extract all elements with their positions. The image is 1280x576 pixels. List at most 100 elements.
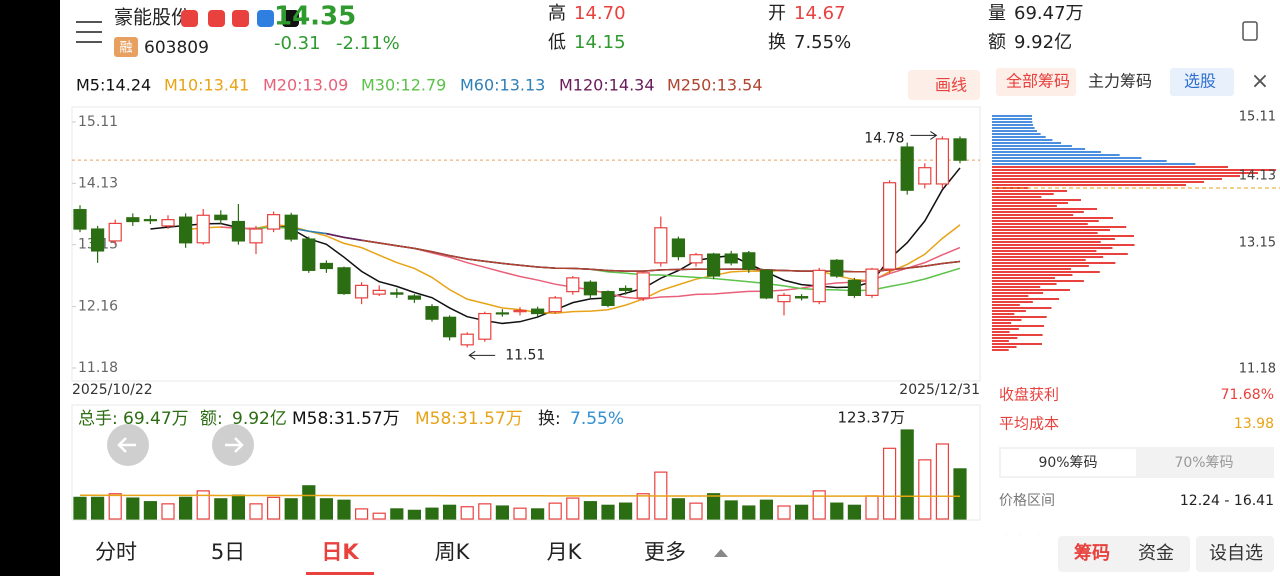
- back-icon[interactable]: [76, 21, 102, 43]
- chip-bar: [992, 214, 1074, 216]
- volume-legend-value: 7.55%: [570, 409, 624, 429]
- volume-max: 123.37万: [838, 409, 906, 427]
- chip-bar: [992, 289, 1070, 291]
- chip-row-value: 71.68%: [1221, 387, 1274, 403]
- tab-bg: [996, 68, 1076, 96]
- candle-body: [953, 138, 967, 161]
- btn-bg: [1058, 536, 1190, 572]
- chip-bar: [992, 223, 1088, 225]
- stat-label: 量: [988, 3, 1006, 24]
- candle-body: [196, 214, 210, 244]
- candle-body: [319, 262, 333, 270]
- ma-label: M30:12.79: [361, 76, 446, 95]
- chip-bar: [992, 241, 1101, 243]
- candle-body: [865, 268, 879, 296]
- volume-bar: [407, 509, 421, 520]
- volume-bar: [636, 493, 650, 520]
- volume-bar: [918, 459, 932, 520]
- volume-bar: [337, 499, 351, 520]
- stock-code: 603809: [144, 38, 209, 58]
- candle-body: [530, 308, 545, 315]
- bottom-tab[interactable]: 更多: [644, 540, 686, 564]
- candle-body: [108, 222, 122, 242]
- chip-bar: [992, 340, 1009, 342]
- chip-tab[interactable]: 主力筹码: [1088, 72, 1152, 91]
- candle-body: [372, 289, 386, 295]
- volume-legend-value: 69.47万: [123, 409, 189, 429]
- candle-body: [390, 292, 404, 295]
- candle-body: [460, 333, 474, 346]
- candle-body: [918, 167, 932, 185]
- bottom-tab[interactable]: 月K: [547, 540, 583, 564]
- chip-bar: [992, 298, 1060, 300]
- volume-bar: [513, 507, 527, 520]
- volume-bar: [73, 496, 87, 520]
- chip-tab[interactable]: 全部筹码: [1006, 72, 1070, 91]
- chip-price: 11.18: [1239, 362, 1276, 377]
- share-icon[interactable]: [1242, 21, 1258, 41]
- chip-bar: [992, 115, 1032, 117]
- chip-bar: [992, 265, 1089, 267]
- chip-bar: [992, 268, 1071, 270]
- candle-body: [161, 219, 175, 227]
- ma-label: M250:13.54: [667, 76, 763, 95]
- chip-tab[interactable]: 选股: [1184, 72, 1216, 91]
- volume-bar: [267, 496, 281, 520]
- close-icon[interactable]: ×: [1251, 69, 1269, 94]
- chip-bar: [992, 196, 1042, 198]
- candle-body: [777, 294, 791, 303]
- bottom-tab[interactable]: 分时: [95, 540, 137, 564]
- volume-bar: [478, 503, 492, 520]
- volume-bar: [390, 508, 404, 520]
- chip-bar: [992, 193, 1054, 195]
- chip-bar: [992, 247, 1113, 249]
- bottom-button[interactable]: 资金: [1138, 543, 1174, 564]
- chip-bar: [992, 181, 1204, 183]
- ma-label: M120:14.34: [559, 76, 655, 95]
- x-tick-label: 2025/12/31: [899, 382, 980, 398]
- volume-bar: [530, 508, 545, 520]
- candle-body: [689, 254, 703, 264]
- volume-bar: [865, 495, 879, 520]
- bottom-button[interactable]: 筹码: [1074, 542, 1110, 564]
- chip-bar: [992, 211, 1084, 213]
- price: 14.35: [274, 2, 356, 32]
- stat-label: 低: [548, 32, 566, 53]
- chip-bar: [992, 307, 1052, 309]
- chip-detail-value: 12.24 - 16.41: [1180, 493, 1274, 509]
- volume-bar: [900, 429, 914, 520]
- chip-row-value: 13.98: [1234, 416, 1274, 432]
- chip-bar: [992, 199, 1081, 201]
- volume-bar: [847, 504, 862, 520]
- candle-body: [759, 269, 774, 299]
- draw-button[interactable]: 画线: [935, 76, 967, 95]
- volume-bar: [495, 505, 509, 520]
- stat-label: 换: [768, 32, 786, 53]
- bottom-tab[interactable]: 5日: [211, 540, 245, 564]
- icon: [232, 10, 249, 27]
- bottom-tab[interactable]: 周K: [435, 540, 471, 564]
- chip-bar: [992, 166, 1229, 168]
- chip-bar: [992, 139, 1053, 141]
- chip-bar: [992, 124, 1034, 126]
- chip-row-label: 收盘获利: [999, 386, 1059, 404]
- y-tick-label: 12.16: [78, 299, 118, 315]
- ma-label: M60:13.13: [460, 76, 545, 95]
- stat-label: 开: [768, 3, 786, 24]
- candle-body: [478, 312, 492, 340]
- range-tab[interactable]: 70%筹码: [1174, 454, 1233, 471]
- range-tab[interactable]: 90%筹码: [1038, 454, 1097, 471]
- chip-bar: [992, 295, 1029, 297]
- chip-bar: [992, 283, 1057, 285]
- candle-body: [337, 267, 351, 295]
- volume-bar: [812, 490, 826, 520]
- draw-button-bg[interactable]: [908, 70, 980, 100]
- bottom-button[interactable]: 设自选: [1209, 543, 1263, 564]
- volume-bar: [231, 494, 245, 520]
- badge: [114, 37, 138, 57]
- bottom-tab[interactable]: 日K: [321, 540, 359, 564]
- chip-price: 15.11: [1239, 110, 1276, 125]
- chip-bar: [992, 271, 1100, 273]
- volume-bar: [425, 507, 439, 520]
- candle-body: [654, 227, 668, 264]
